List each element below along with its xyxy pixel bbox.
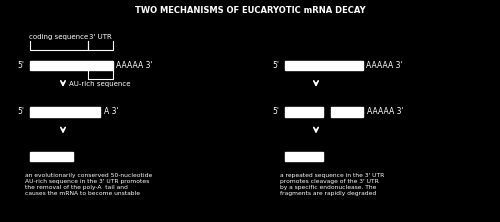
Bar — [30, 107, 100, 117]
Text: 5': 5' — [17, 107, 24, 116]
Bar — [332, 107, 363, 117]
Text: 5': 5' — [17, 61, 24, 70]
Text: a repeated sequence in the 3' UTR
promotes cleavage of the 3' UTR
by a specific : a repeated sequence in the 3' UTR promot… — [280, 173, 384, 196]
Text: an evolutionarily conserved 50-nucleotide
AU-rich sequence in the 3' UTR promote: an evolutionarily conserved 50-nucleotid… — [25, 173, 152, 196]
Bar — [30, 61, 112, 70]
Text: AAAAA 3': AAAAA 3' — [366, 61, 403, 70]
Text: 3' UTR: 3' UTR — [88, 34, 112, 40]
Bar — [285, 152, 323, 161]
Text: A 3': A 3' — [104, 107, 118, 116]
Bar — [30, 152, 72, 161]
Text: AAAAA 3': AAAAA 3' — [116, 61, 153, 70]
Text: 5': 5' — [272, 107, 279, 116]
Text: AU-rich sequence: AU-rich sequence — [70, 81, 131, 87]
Text: coding sequence: coding sequence — [29, 34, 88, 40]
Bar — [285, 107, 323, 117]
Text: 5': 5' — [272, 61, 279, 70]
Text: AAAAA 3': AAAAA 3' — [367, 107, 404, 116]
Bar — [285, 61, 362, 70]
Text: TWO MECHANISMS OF EUCARYOTIC mRNA DECAY: TWO MECHANISMS OF EUCARYOTIC mRNA DECAY — [134, 6, 366, 15]
